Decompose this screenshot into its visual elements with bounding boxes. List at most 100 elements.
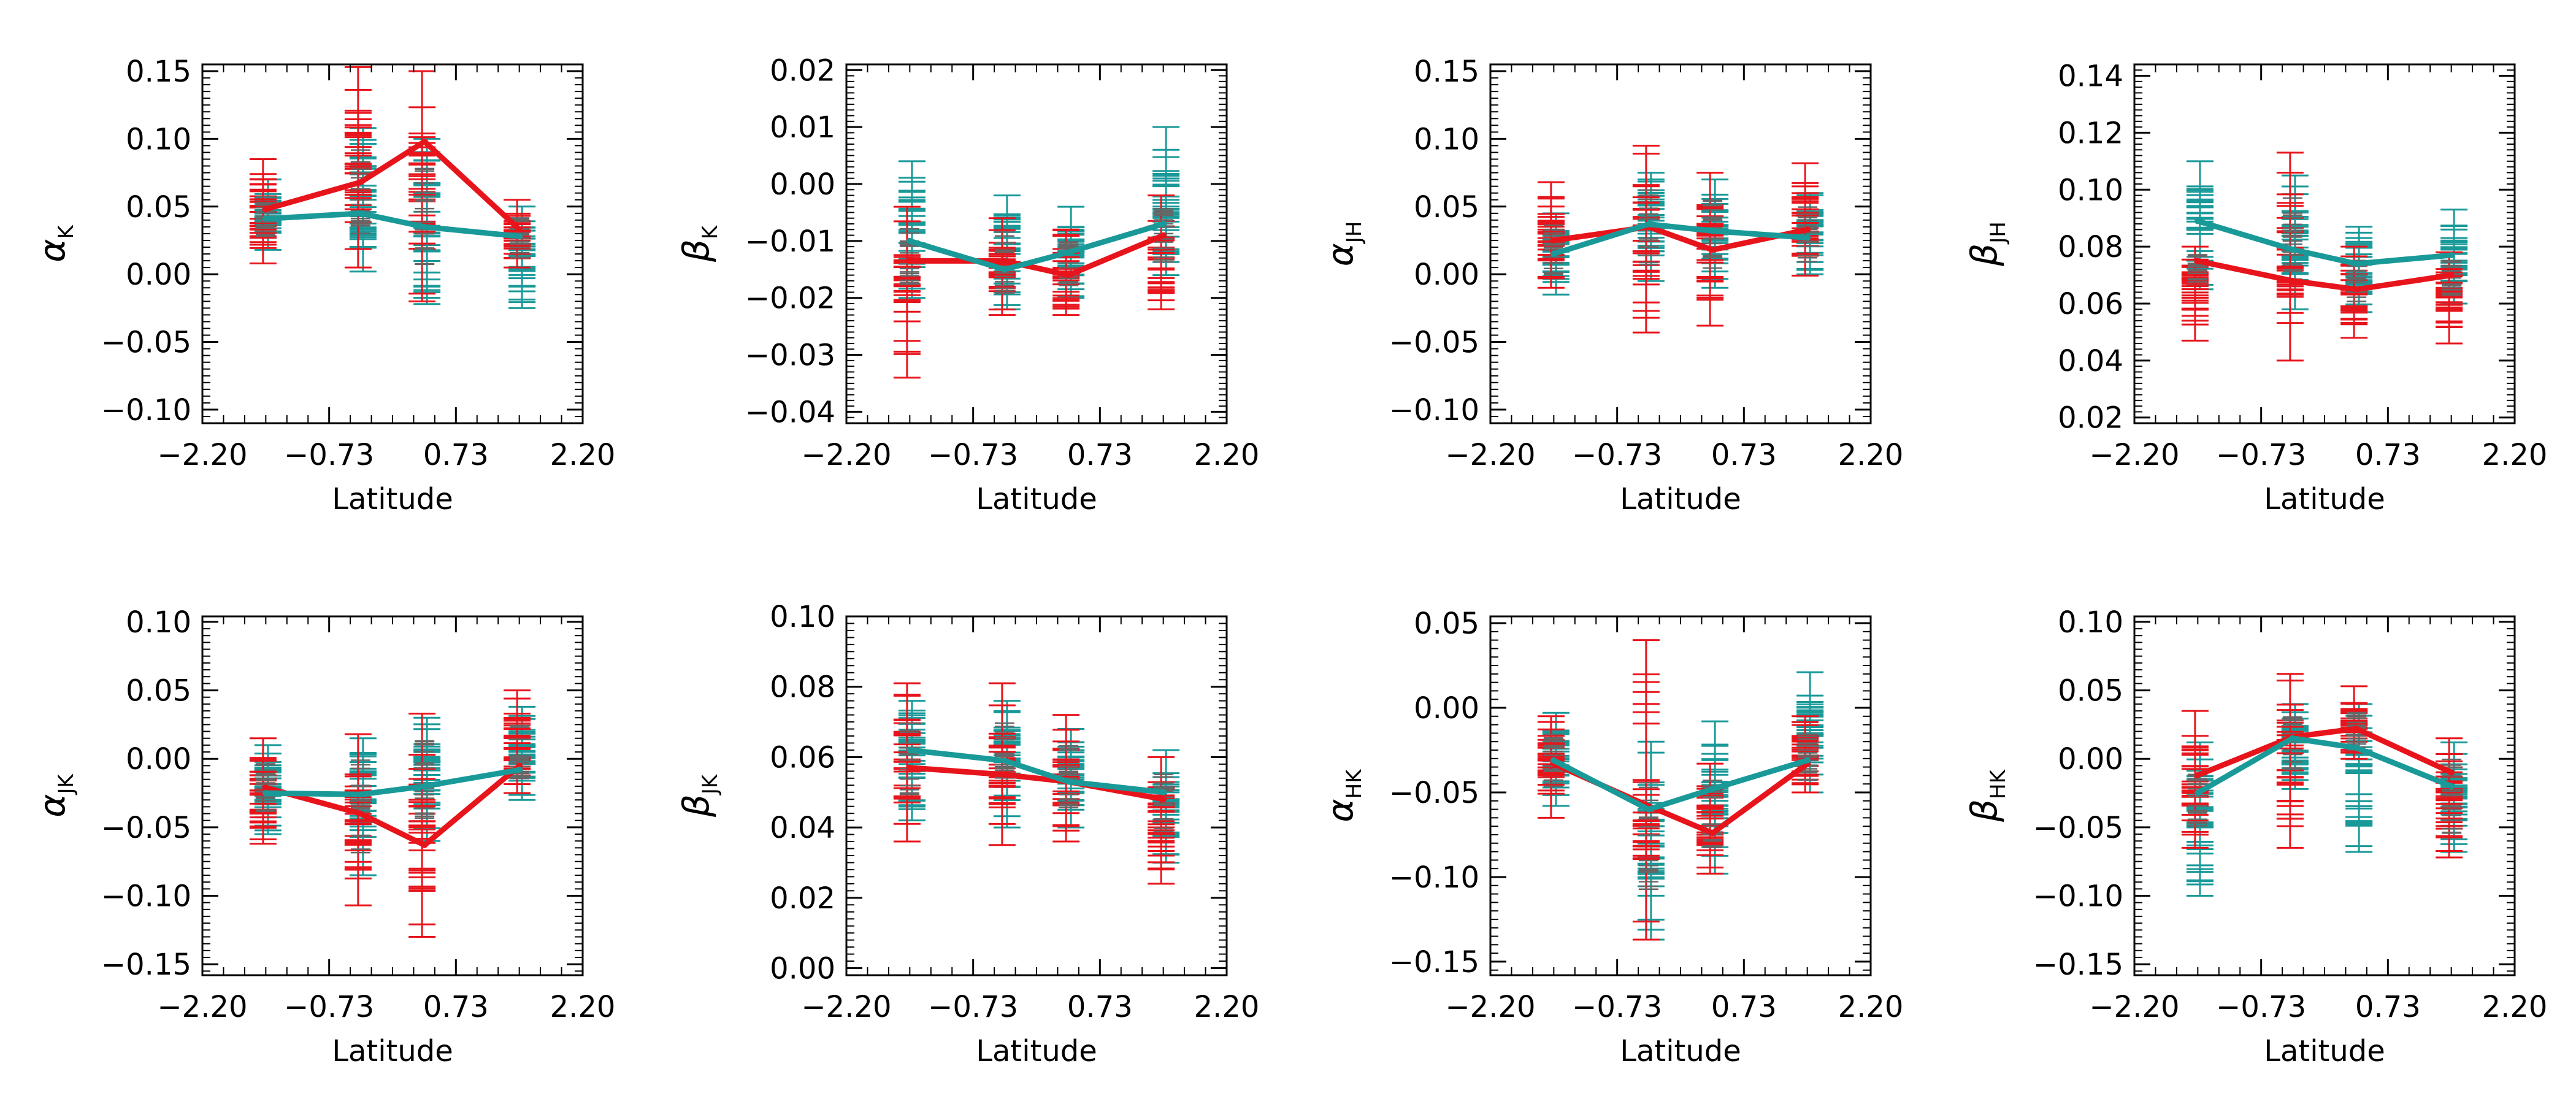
data-point-teal — [1001, 266, 1008, 273]
data-point-red — [1804, 226, 1811, 233]
y-tick-label: −0.05 — [101, 326, 191, 360]
data-point-teal — [2353, 261, 2360, 267]
y-axis-label-subscript: K — [698, 224, 723, 239]
chart-panel-8: −2.20 −0.73 0.73 2.20 −0.15 −0.10 −0.05 0.00 0.0… — [1963, 605, 2547, 1068]
x-tick-label: −2.20 — [157, 990, 247, 1024]
y-tick-label: 0.08 — [770, 670, 835, 705]
data-point-teal — [1550, 251, 1557, 258]
x-tick-label: −2.20 — [1445, 990, 1535, 1024]
data-point-teal — [1160, 789, 1167, 795]
series-line-red — [2195, 258, 2455, 293]
x-axis-label: Latitude — [976, 1034, 1097, 1068]
y-tick-label: 0.15 — [126, 55, 191, 89]
y-axis-label-subscript: JH — [1986, 221, 2011, 245]
data-point-red — [2194, 772, 2201, 779]
data-point-teal — [1709, 228, 1716, 234]
errorbar-group — [408, 713, 441, 938]
series-line-teal — [907, 747, 1167, 795]
chart-panel-1: −2.20 −0.73 0.73 2.20 −0.10 −0.05 0.00 0.05 0.10… — [31, 55, 615, 516]
y-axis-label: αJK — [31, 773, 79, 818]
data-point-teal — [421, 223, 428, 230]
series-line-teal — [1551, 757, 1811, 813]
x-tick-label: 0.73 — [1711, 990, 1777, 1024]
y-axis-label-subscript: JK — [54, 773, 79, 795]
y-tick-label: 0.10 — [770, 600, 835, 634]
data-point-teal — [2289, 735, 2296, 742]
y-tick-label: 0.00 — [126, 258, 191, 292]
data-point-red — [421, 841, 428, 848]
y-tick-label: −0.15 — [1389, 945, 1479, 979]
series-line-red — [907, 232, 1167, 278]
y-axis-label-subscript: JH — [1342, 221, 1367, 245]
y-axis-label-subscript: JK — [698, 773, 723, 795]
data-point-teal — [2448, 252, 2455, 259]
x-tick-label: −0.73 — [284, 438, 374, 472]
data-point-red — [1160, 232, 1167, 239]
y-tick-label: 0.06 — [770, 740, 835, 775]
data-point-teal — [1645, 221, 1652, 228]
y-tick-label: 0.05 — [1414, 190, 1479, 224]
y-axis-label: αHK — [1319, 769, 1367, 822]
y-tick-label: −0.05 — [2033, 811, 2123, 845]
series-line-teal — [2195, 735, 2455, 796]
y-tick-label: −0.05 — [1389, 326, 1479, 360]
y-axis-label-symbol: α — [1319, 799, 1361, 822]
data-point-teal — [1160, 221, 1167, 227]
errorbar-group — [988, 682, 1021, 846]
y-tick-label: 0.00 — [2058, 742, 2123, 776]
errorbar-group — [1632, 144, 1665, 334]
y-tick-label: 0.08 — [2058, 230, 2123, 264]
x-tick-label: 2.20 — [2482, 438, 2548, 472]
data-point-teal — [2289, 246, 2296, 253]
y-tick-label: −0.15 — [2033, 948, 2123, 982]
errorbar-group — [1537, 711, 1570, 819]
series-line-red — [907, 765, 1167, 802]
y-tick-label: 0.00 — [1414, 258, 1479, 292]
y-axis-label: βJK — [675, 773, 723, 818]
y-tick-label: 0.05 — [2058, 674, 2123, 708]
y-tick-label: 0.00 — [770, 952, 835, 986]
y-axis-label-symbol: β — [675, 794, 717, 818]
y-tick-label: 0.12 — [2058, 116, 2123, 150]
y-axis-label: βHK — [1963, 769, 2011, 822]
data-point-teal — [1001, 757, 1008, 764]
errorbar-group — [1792, 162, 1824, 277]
x-tick-label: −0.73 — [928, 990, 1018, 1024]
y-tick-label: −0.10 — [101, 393, 191, 427]
y-axis-label-subscript: HK — [1986, 769, 2011, 799]
series-line-teal — [263, 767, 523, 797]
y-tick-label: −0.10 — [1389, 393, 1479, 427]
y-tick-label: 0.04 — [770, 811, 835, 845]
y-axis-label-symbol: α — [31, 794, 73, 818]
y-tick-label: 0.05 — [126, 190, 191, 224]
y-tick-label: 0.01 — [770, 110, 835, 145]
chart-panel-7: −2.20 −0.73 0.73 2.20 −0.15 −0.10 −0.05 0.00 0.0… — [1319, 607, 1903, 1068]
data-point-red — [357, 810, 364, 817]
y-tick-label: −0.05 — [101, 811, 191, 845]
data-point-teal — [2448, 783, 2455, 789]
data-point-red — [2194, 258, 2201, 264]
y-tick-label: 0.04 — [2058, 344, 2123, 378]
series-line-teal — [1551, 221, 1811, 257]
chart-panel-6: −2.20 −0.73 0.73 2.20 0.00 0.02 0.04 0.06 0.08 0.… — [675, 600, 1259, 1068]
y-tick-label: 0.05 — [126, 674, 191, 708]
chart-panel-3: −2.20 −0.73 0.73 2.20 −0.10 −0.05 0.00 0.05 0.10… — [1319, 55, 1903, 516]
errorbar-group — [504, 689, 536, 801]
errorbar-group — [408, 70, 441, 305]
x-axis-label: Latitude — [332, 1034, 453, 1068]
y-tick-label: 0.05 — [1414, 607, 1479, 641]
data-point-red — [1001, 772, 1008, 778]
x-tick-label: 2.20 — [1838, 990, 1904, 1024]
y-axis-label-subscript: HK — [1342, 769, 1367, 799]
errorbar-group — [344, 66, 377, 273]
x-tick-label: −2.20 — [2089, 438, 2179, 472]
data-point-red — [1709, 247, 1716, 253]
data-point-teal — [2194, 790, 2201, 797]
x-tick-label: 2.20 — [550, 990, 616, 1024]
y-tick-label: −0.10 — [2033, 879, 2123, 913]
data-point-red — [2289, 277, 2296, 284]
errorbar-group — [893, 160, 926, 379]
y-tick-label: 0.00 — [126, 742, 191, 776]
y-tick-label: −0.10 — [1389, 861, 1479, 895]
